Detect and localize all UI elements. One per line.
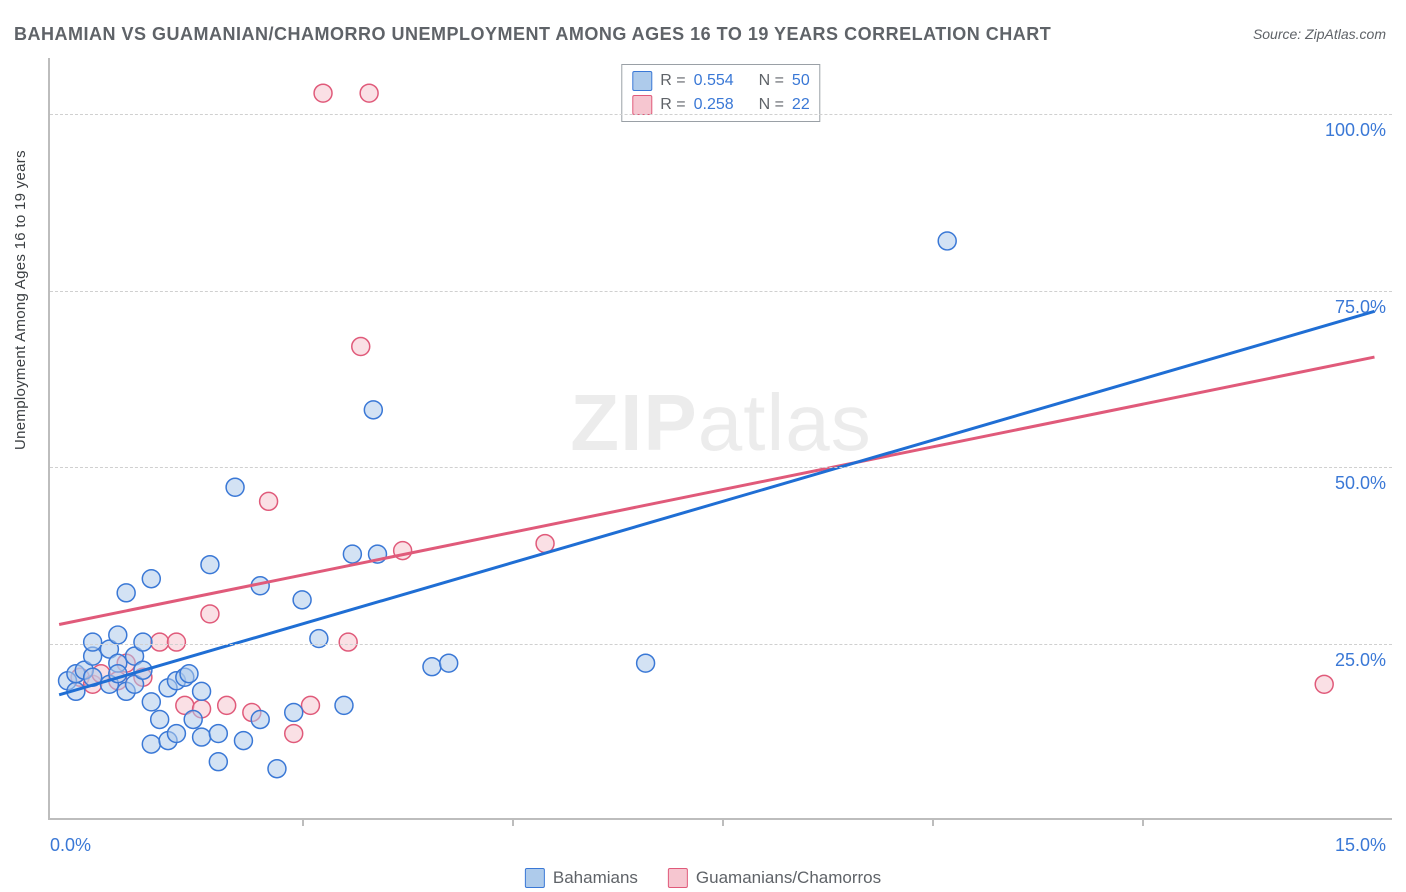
data-point bbox=[180, 665, 198, 683]
data-point bbox=[285, 703, 303, 721]
data-point bbox=[268, 760, 286, 778]
legend-item-blue: Bahamians bbox=[525, 868, 638, 888]
data-point bbox=[151, 633, 169, 651]
data-point bbox=[360, 84, 378, 102]
data-point bbox=[310, 630, 328, 648]
data-point bbox=[938, 232, 956, 250]
x-tick bbox=[932, 818, 934, 826]
data-point bbox=[167, 725, 185, 743]
data-point bbox=[637, 654, 655, 672]
x-tick bbox=[512, 818, 514, 826]
legend-item-pink: Guamanians/Chamorros bbox=[668, 868, 881, 888]
x-tick bbox=[722, 818, 724, 826]
data-point bbox=[209, 725, 227, 743]
data-point bbox=[167, 633, 185, 651]
data-point bbox=[226, 478, 244, 496]
bottom-legend: Bahamians Guamanians/Chamorros bbox=[525, 868, 881, 888]
r-value-blue: 0.554 bbox=[694, 69, 734, 93]
data-point bbox=[151, 711, 169, 729]
data-point bbox=[109, 626, 127, 644]
y-tick-label: 75.0% bbox=[1335, 297, 1386, 318]
data-point bbox=[193, 728, 211, 746]
legend-swatch-blue-icon bbox=[632, 71, 652, 91]
plot-area: ZIPatlas R = 0.554 N = 50 R = 0.258 N = … bbox=[48, 58, 1392, 820]
stats-row-pink: R = 0.258 N = 22 bbox=[632, 93, 809, 117]
data-point bbox=[184, 711, 202, 729]
data-point bbox=[251, 711, 269, 729]
data-point bbox=[1315, 675, 1333, 693]
stats-row-blue: R = 0.554 N = 50 bbox=[632, 69, 809, 93]
x-tick bbox=[1142, 818, 1144, 826]
data-point bbox=[314, 84, 332, 102]
legend-swatch-blue-icon bbox=[525, 868, 545, 888]
r-value-pink: 0.258 bbox=[694, 93, 734, 117]
data-point bbox=[218, 696, 236, 714]
legend-label-pink: Guamanians/Chamorros bbox=[696, 868, 881, 888]
gridline bbox=[50, 291, 1392, 292]
data-point bbox=[209, 753, 227, 771]
data-point bbox=[142, 735, 160, 753]
legend-swatch-pink-icon bbox=[668, 868, 688, 888]
data-point bbox=[117, 584, 135, 602]
r-label: R = bbox=[660, 69, 685, 93]
x-tick-label-right: 15.0% bbox=[1335, 835, 1386, 856]
y-tick-label: 25.0% bbox=[1335, 650, 1386, 671]
n-value-blue: 50 bbox=[792, 69, 810, 93]
data-point bbox=[440, 654, 458, 672]
trend-line bbox=[59, 357, 1374, 624]
data-point bbox=[339, 633, 357, 651]
data-point bbox=[335, 696, 353, 714]
y-axis-label: Unemployment Among Ages 16 to 19 years bbox=[12, 150, 29, 450]
chart-title: BAHAMIAN VS GUAMANIAN/CHAMORRO UNEMPLOYM… bbox=[14, 24, 1051, 45]
data-point bbox=[84, 633, 102, 651]
data-point bbox=[201, 556, 219, 574]
y-tick-label: 50.0% bbox=[1335, 473, 1386, 494]
plot-svg bbox=[50, 58, 1392, 818]
legend-swatch-pink-icon bbox=[632, 95, 652, 115]
data-point bbox=[201, 605, 219, 623]
data-point bbox=[234, 732, 252, 750]
n-label: N = bbox=[759, 69, 784, 93]
data-point bbox=[364, 401, 382, 419]
data-point bbox=[343, 545, 361, 563]
data-point bbox=[142, 570, 160, 588]
data-point bbox=[423, 658, 441, 676]
n-label: N = bbox=[759, 93, 784, 117]
data-point bbox=[293, 591, 311, 609]
data-point bbox=[352, 338, 370, 356]
data-point bbox=[134, 633, 152, 651]
data-point bbox=[302, 696, 320, 714]
gridline bbox=[50, 114, 1392, 115]
stats-legend-box: R = 0.554 N = 50 R = 0.258 N = 22 bbox=[621, 64, 820, 122]
trend-line bbox=[59, 311, 1374, 695]
y-tick-label: 100.0% bbox=[1325, 120, 1386, 141]
r-label: R = bbox=[660, 93, 685, 117]
gridline bbox=[50, 644, 1392, 645]
legend-label-blue: Bahamians bbox=[553, 868, 638, 888]
source-attribution: Source: ZipAtlas.com bbox=[1253, 26, 1386, 42]
x-tick-label-left: 0.0% bbox=[50, 835, 91, 856]
data-point bbox=[260, 492, 278, 510]
data-point bbox=[142, 693, 160, 711]
data-point bbox=[193, 682, 211, 700]
data-point bbox=[285, 725, 303, 743]
gridline bbox=[50, 467, 1392, 468]
n-value-pink: 22 bbox=[792, 93, 810, 117]
chart-root: BAHAMIAN VS GUAMANIAN/CHAMORRO UNEMPLOYM… bbox=[0, 0, 1406, 892]
x-tick bbox=[302, 818, 304, 826]
